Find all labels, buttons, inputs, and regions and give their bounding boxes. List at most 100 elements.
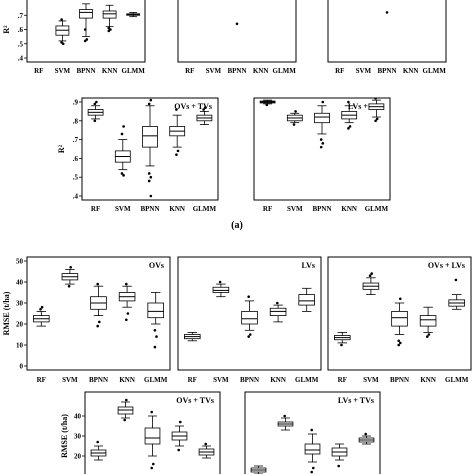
outlier-point xyxy=(149,175,153,179)
box-KNN xyxy=(171,420,188,452)
plot-area xyxy=(33,266,164,349)
outlier-point xyxy=(294,110,297,113)
box-SVM xyxy=(61,266,79,288)
y-tick-label: 20 xyxy=(16,321,24,329)
x-tick-label: SVM xyxy=(115,205,131,213)
caption-a: (a) xyxy=(231,220,243,231)
box-GLMM xyxy=(368,98,385,123)
outlier-point xyxy=(397,339,401,343)
outlier-point xyxy=(40,305,44,309)
x-tick-label: RF xyxy=(263,205,272,213)
y-tick-label: .5 xyxy=(18,40,24,48)
box-RF xyxy=(250,465,267,474)
outlier-point xyxy=(399,297,402,301)
x-tick-label: SVM xyxy=(287,205,303,213)
x-tick-label: SVM xyxy=(55,67,71,75)
y-axis-label: RMSE (t/ha) xyxy=(60,414,69,458)
box-SVM xyxy=(362,272,380,296)
chart-panel-6: LVs RF SVM BPNN KNN GLMM xyxy=(177,256,322,384)
outlier-point xyxy=(125,398,128,402)
outlier-point xyxy=(321,100,325,104)
outlier-point xyxy=(39,308,42,311)
outlier-point xyxy=(427,333,431,336)
outlier-point xyxy=(374,119,377,123)
outlier-point xyxy=(126,312,130,315)
chart-panel-7: OVs + LVs RF SVM BPNN KNN GLMM xyxy=(327,256,472,384)
outlier-point xyxy=(319,138,323,141)
box-KNN xyxy=(331,443,348,468)
plot-frame xyxy=(81,97,219,201)
outlier-point xyxy=(292,123,296,126)
plot-frame xyxy=(177,256,322,371)
outlier-point xyxy=(265,103,269,107)
box-SVM xyxy=(286,110,303,126)
y-axis-label: R² xyxy=(57,144,66,153)
outlier-point xyxy=(276,301,279,305)
outlier-point xyxy=(96,324,99,328)
y-axis-label: RMSE (t/ha) xyxy=(2,291,11,335)
outlier-point xyxy=(149,194,153,198)
box-BPNN xyxy=(144,410,161,470)
box-KNN xyxy=(269,301,287,323)
plot-area xyxy=(250,414,375,474)
outlier-point xyxy=(107,26,111,30)
y-tick-label: 0 xyxy=(20,363,24,371)
outlier-point xyxy=(120,132,124,136)
outlier-point xyxy=(247,335,250,338)
outlier-point xyxy=(60,18,63,21)
plot-area xyxy=(90,398,215,470)
outlier-point xyxy=(397,343,401,347)
box-SVM xyxy=(55,18,70,46)
outlier-point xyxy=(347,127,350,130)
x-tick-label: KNN xyxy=(102,67,118,75)
box-GLMM xyxy=(448,278,465,310)
outlier-point xyxy=(454,278,458,282)
box-iqr xyxy=(79,9,93,19)
outlier-point xyxy=(310,470,314,474)
plot-area xyxy=(334,272,465,347)
box-iqr xyxy=(314,112,330,124)
x-tick-label: SVM xyxy=(213,376,229,384)
box-iqr xyxy=(298,294,315,306)
box-SVM xyxy=(212,280,230,298)
y-tick-label: 20 xyxy=(74,453,82,461)
outlier-point xyxy=(96,282,99,286)
y-tick-label: .9 xyxy=(73,99,79,107)
chart-panel-3: .4 .5 .6 .7 .8 .9 R² OVs + TVs RF SVM BPNN KNN GLMM xyxy=(57,97,219,213)
outlier-point xyxy=(347,100,350,104)
x-tick-label: GLMM xyxy=(144,376,168,384)
y-tick-label: .7 xyxy=(73,136,79,144)
x-tick-label: BPNN xyxy=(76,67,95,75)
y-tick-label: .7 xyxy=(18,12,24,20)
box-KNN xyxy=(169,108,186,156)
x-tick-label: BPNN xyxy=(240,376,259,384)
box-BPNN xyxy=(391,297,408,347)
outlier-point xyxy=(340,343,343,347)
chart-panel-8: 20 30 40 RMSE (t/ha) OVs + TVs xyxy=(60,391,221,474)
x-tick-label: SVM xyxy=(62,376,78,384)
box-RF xyxy=(184,331,201,342)
outlier-point xyxy=(67,284,71,288)
outlier-point xyxy=(319,145,323,149)
box-RF xyxy=(87,100,104,123)
outlier-point xyxy=(95,100,98,104)
outlier-point xyxy=(122,174,125,177)
box-KNN xyxy=(419,306,437,338)
outlier-point xyxy=(321,142,325,145)
outlier-point xyxy=(348,125,352,128)
x-tick-label: RF xyxy=(91,205,100,213)
y-axis-label: R² xyxy=(2,25,11,34)
x-tick-label: GLMM xyxy=(193,205,217,213)
y-tick-label: .6 xyxy=(18,26,24,34)
plot-frame xyxy=(177,0,297,63)
outlier-point xyxy=(204,442,207,446)
outlier-point xyxy=(123,418,126,422)
y-tick-label: 30 xyxy=(16,300,24,308)
outlier-point xyxy=(375,117,379,121)
x-tick-label: RF xyxy=(335,67,344,75)
outlier-point xyxy=(385,11,389,14)
outlier-point xyxy=(96,440,99,444)
box-iqr xyxy=(269,307,287,316)
x-tick-label: BPNN xyxy=(89,376,108,384)
box-GLMM xyxy=(198,442,215,459)
